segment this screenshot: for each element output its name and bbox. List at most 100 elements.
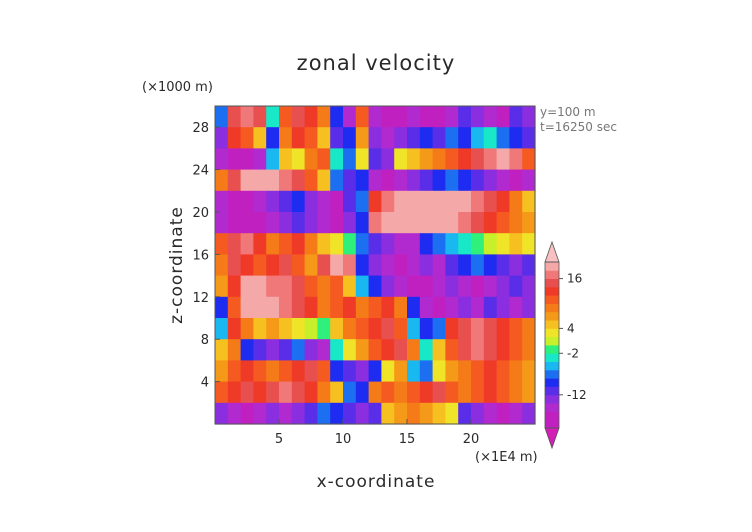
heatmap-cell [227,127,242,149]
heatmap-cell [522,360,536,383]
heatmap-cell [304,190,318,213]
heatmap-cell [496,381,510,404]
heatmap-cell [215,233,229,255]
heatmap-cell [407,190,421,213]
heatmap-cell [240,381,254,404]
heatmap-cell [483,296,498,319]
heatmap-cell [522,296,536,319]
heatmap-cell [496,296,510,319]
heatmap-cell [407,339,421,361]
heatmap-cell [394,233,408,255]
heatmap-cell [419,127,434,149]
heatmap-cell [317,212,331,234]
heatmap-cell [419,339,434,361]
colorbar-tick-label: -12 [567,388,587,402]
heatmap-cell [483,212,498,234]
heatmap-cell [279,212,293,234]
heatmap-cell [432,148,446,171]
heatmap-cell [291,233,306,255]
heatmap-cell [330,296,344,319]
colorbar-swatch [545,386,559,396]
colorbar-swatch [545,303,559,313]
y-axis-unit: (×1000 m) [142,80,213,95]
heatmap-cell [266,360,280,383]
heatmap-cell [304,402,318,425]
heatmap-cell [304,318,318,340]
heatmap-cell [317,360,331,383]
heatmap-cell [304,254,318,277]
heatmap-cell [419,233,434,255]
heatmap-cell [471,148,485,171]
heatmap-cell [215,402,229,425]
heatmap-cell [279,318,293,340]
heatmap-cell [509,275,523,298]
heatmap-cell [253,212,267,234]
heatmap-cell [227,275,242,298]
heatmap-cell [291,106,306,128]
heatmap-cell [368,296,382,319]
heatmap-cell [509,106,523,128]
heatmap-cell [266,381,280,404]
heatmap-cell [509,296,523,319]
heatmap-cell [279,339,293,361]
heatmap-cell [368,212,382,234]
heatmap-cell [266,275,280,298]
heatmap-cell [445,296,459,319]
heatmap-cell [291,275,306,298]
heatmap-cell [483,190,498,213]
heatmap-cell [394,127,408,149]
heatmap-cell [509,339,523,361]
heatmap-cell [291,339,306,361]
colorbar-swatch [545,328,559,338]
heatmap-cell [227,233,242,255]
heatmap-cell [522,212,536,234]
heatmap-cell [240,106,254,128]
heatmap-cell [419,212,434,234]
colorbar-tick-label: -2 [567,346,579,360]
y-axis-ticks: 4 8 12 16 20 24 28 [192,121,220,391]
heatmap-cell [240,148,254,171]
heatmap-cell [496,212,510,234]
heatmap-cell [445,148,459,171]
colorbar-swatch [545,361,559,371]
heatmap-cell [215,212,229,234]
heatmap-cell [266,212,280,234]
heatmap-cell [215,190,229,213]
heatmap-cell [432,402,446,425]
heatmap-cell [471,190,485,213]
heatmap-cell [304,106,318,128]
heatmap-cell [471,360,485,383]
heatmap-cell [432,381,446,404]
heatmap-cell [419,318,434,340]
heatmap-cell [330,254,344,277]
heatmap-cell [471,254,485,277]
heatmap-cell [266,148,280,171]
heatmap-cell [227,169,242,192]
heatmap-cell [432,318,446,340]
heatmap-cell [522,233,536,255]
heatmap-cell [227,148,242,171]
heatmap-cell [368,148,382,171]
heatmap-cell [291,360,306,383]
heatmap-cell [522,254,536,277]
heatmap-cell [445,254,459,277]
heatmap-cell [483,127,498,149]
heatmap-cell [330,360,344,383]
heatmap-cell [343,106,357,128]
heatmap-cell [266,402,280,425]
heatmap-cell [266,296,280,319]
heatmap-cell [215,339,229,361]
heatmap-cell [355,360,370,383]
colorbar-tick-label: 4 [567,321,575,335]
heatmap-cell [330,275,344,298]
heatmap-cell [240,212,254,234]
heatmap-cell [304,127,318,149]
heatmap-cell [419,296,434,319]
y-tick-label: 16 [192,248,209,263]
heatmap-cell [458,190,472,213]
heatmap-cell [240,296,254,319]
heatmap-cell [509,233,523,255]
heatmap-cell [227,254,242,277]
heatmap-cell [266,106,280,128]
